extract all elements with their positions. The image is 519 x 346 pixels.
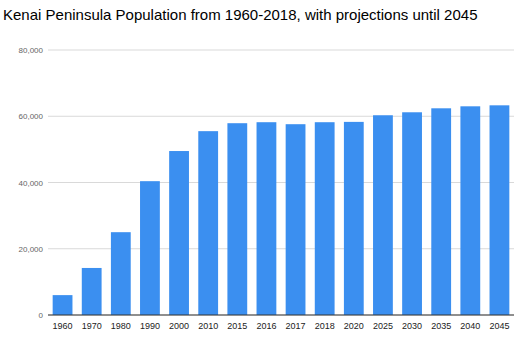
bar	[140, 181, 160, 315]
grid-line	[48, 50, 514, 51]
x-tick-label: 2020	[344, 321, 364, 331]
x-tick-label: 2045	[489, 321, 509, 331]
x-tick-label: 2010	[198, 321, 218, 331]
bar	[286, 124, 306, 315]
bar	[315, 122, 335, 315]
y-tick-label: 20,000	[19, 245, 44, 254]
bar	[490, 105, 510, 315]
chart-svg: Kenai Peninsula Population from 1960-201…	[0, 0, 519, 346]
x-tick-label: 1960	[53, 321, 73, 331]
grid-line	[48, 315, 514, 316]
y-tick-label: 80,000	[19, 46, 44, 55]
x-tick-label: 1980	[111, 321, 131, 331]
bar	[227, 123, 247, 315]
x-tick-label: 2016	[256, 321, 276, 331]
bar	[82, 268, 102, 315]
bar	[402, 112, 422, 315]
x-tick-label: 2015	[227, 321, 247, 331]
chart-title: Kenai Peninsula Population from 1960-201…	[3, 6, 477, 23]
bar	[344, 122, 364, 315]
y-axis: 0 20,000 40,000 60,000 80,000	[19, 46, 514, 320]
y-tick-label: 0	[39, 311, 44, 320]
bar	[257, 122, 277, 315]
bar	[111, 232, 131, 315]
x-tick-label: 2017	[286, 321, 306, 331]
y-tick-label: 60,000	[19, 112, 44, 121]
x-axis: 1960 1970 1980 1990 2000 2010 2015 2016 2017 2018…	[53, 321, 510, 331]
bar	[198, 131, 218, 315]
x-tick-label: 2030	[402, 321, 422, 331]
bar	[431, 108, 451, 315]
x-axis-line	[48, 315, 514, 316]
y-tick-label: 40,000	[19, 179, 44, 188]
bar	[53, 295, 73, 315]
bar	[373, 115, 393, 315]
x-tick-label: 2035	[431, 321, 451, 331]
x-tick-label: 2018	[315, 321, 335, 331]
chart-container: Kenai Peninsula Population from 1960-201…	[0, 0, 519, 346]
bars	[53, 105, 510, 315]
x-tick-label: 1970	[82, 321, 102, 331]
x-tick-label: 1990	[140, 321, 160, 331]
bar	[169, 151, 189, 315]
bar	[460, 106, 480, 315]
x-tick-label: 2040	[460, 321, 480, 331]
x-tick-label: 2000	[169, 321, 189, 331]
x-tick-label: 2025	[373, 321, 393, 331]
